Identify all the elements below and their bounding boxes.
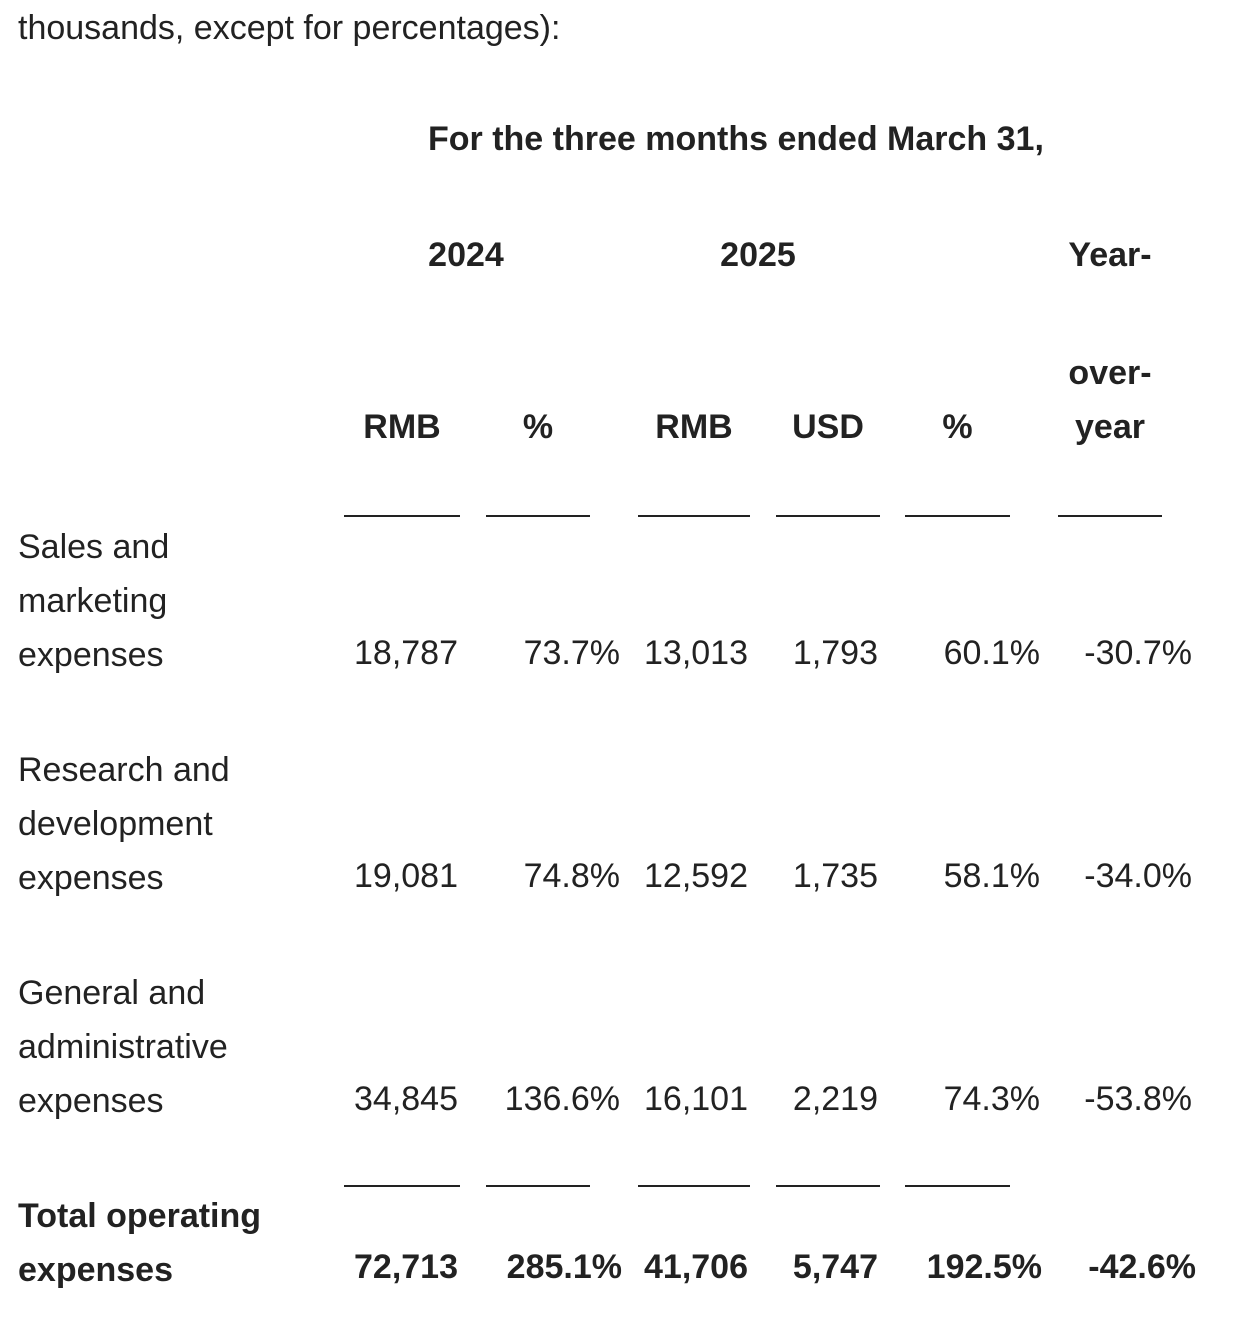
year-2024-header: 2024 <box>428 236 504 274</box>
cell-sales-pct-2025: 60.1% <box>943 634 1040 672</box>
total-rule-rmb-2025 <box>638 1185 750 1187</box>
header-rule-yoy <box>1058 515 1162 517</box>
cell-total-rmb-2025: 41,706 <box>644 1248 748 1286</box>
cell-total-pct-2024: 285.1% <box>506 1248 622 1286</box>
total-rule-rmb-2024 <box>344 1185 460 1187</box>
col-header-rmb-2025: RMB <box>655 408 733 446</box>
col-header-rmb-2024: RMB <box>363 408 441 446</box>
yoy-header-line1: Year- <box>1068 236 1152 274</box>
cell-rd-pct-2025: 58.1% <box>943 857 1040 895</box>
col-header-usd-2025: USD <box>792 408 864 446</box>
col-header-pct-2024: % <box>522 408 554 446</box>
cell-sales-yoy: -30.7% <box>1084 634 1192 672</box>
header-rule-pct-2024 <box>486 515 590 517</box>
cell-rd-rmb-2024: 19,081 <box>354 857 458 895</box>
header-rule-rmb-2024 <box>344 515 460 517</box>
cell-sales-usd-2025: 1,793 <box>792 634 878 672</box>
cell-sales-rmb-2025: 13,013 <box>644 634 748 672</box>
yoy-header-line3: year <box>1075 408 1145 446</box>
col-header-pct-2025: % <box>942 408 973 446</box>
cell-rd-yoy: -34.0% <box>1084 857 1192 895</box>
intro-text: thousands, except for percentages): <box>18 9 561 47</box>
yoy-header-line2: over- <box>1068 354 1152 392</box>
cell-ga-pct-2025: 74.3% <box>943 1080 1040 1118</box>
cell-total-pct-2025: 192.5% <box>926 1248 1042 1286</box>
cell-ga-pct-2024: 136.6% <box>504 1080 620 1118</box>
cell-total-usd-2025: 5,747 <box>792 1248 878 1286</box>
year-2025-header: 2025 <box>720 236 796 274</box>
total-rule-pct-2025 <box>905 1185 1010 1187</box>
row-label-research-development: Research and development expenses <box>18 751 230 897</box>
row-label-general-administrative: General and administrative expenses <box>18 974 228 1120</box>
header-rule-rmb-2025 <box>638 515 750 517</box>
cell-ga-yoy: -53.8% <box>1084 1080 1192 1118</box>
cell-rd-pct-2024: 74.8% <box>523 857 620 895</box>
total-rule-usd-2025 <box>776 1185 880 1187</box>
cell-ga-rmb-2025: 16,101 <box>644 1080 748 1118</box>
cell-ga-rmb-2024: 34,845 <box>354 1080 458 1118</box>
cell-total-rmb-2024: 72,713 <box>354 1248 458 1286</box>
cell-sales-rmb-2024: 18,787 <box>354 634 458 672</box>
row-label-sales-marketing: Sales and marketing expenses <box>18 528 170 674</box>
cell-ga-usd-2025: 2,219 <box>792 1080 878 1118</box>
cell-sales-pct-2024: 73.7% <box>523 634 620 672</box>
row-label-total-operating-expenses: Total operating expenses <box>18 1197 262 1289</box>
cell-total-yoy: -42.6% <box>1088 1248 1196 1286</box>
total-rule-pct-2024 <box>486 1185 590 1187</box>
period-header: For the three months ended March 31, <box>428 120 1044 158</box>
header-rule-pct-2025 <box>905 515 1010 517</box>
cell-rd-usd-2025: 1,735 <box>792 857 878 895</box>
header-rule-usd-2025 <box>776 515 880 517</box>
cell-rd-rmb-2025: 12,592 <box>644 857 748 895</box>
